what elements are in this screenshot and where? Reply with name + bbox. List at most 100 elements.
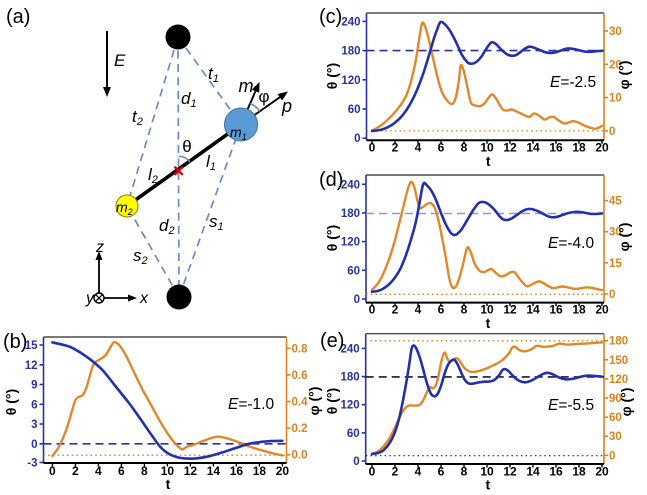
svg-text:E=-5.5: E=-5.5	[548, 397, 594, 414]
svg-text:2: 2	[392, 303, 399, 317]
svg-text:0: 0	[609, 126, 615, 138]
svg-text:12: 12	[184, 464, 198, 478]
svg-text:120: 120	[341, 237, 360, 249]
svg-text:12: 12	[25, 360, 38, 372]
svg-text:18: 18	[572, 465, 586, 479]
svg-text:2: 2	[392, 465, 399, 479]
svg-text:t: t	[486, 153, 491, 169]
svg-text:l2: l2	[148, 165, 158, 186]
svg-text:0: 0	[369, 303, 376, 317]
svg-text:10: 10	[480, 465, 494, 479]
svg-text:φ (°): φ (°)	[616, 223, 632, 252]
svg-text:θ (°): θ (°)	[324, 63, 340, 89]
svg-text:E: E	[114, 51, 126, 70]
svg-text:0.6: 0.6	[292, 370, 308, 382]
svg-text:4: 4	[415, 141, 422, 155]
svg-text:s1: s1	[209, 212, 224, 233]
svg-text:0.8: 0.8	[292, 343, 309, 355]
svg-text:10: 10	[480, 141, 494, 155]
svg-text:90: 90	[609, 393, 622, 405]
svg-text:(c): (c)	[319, 6, 342, 28]
svg-text:0: 0	[369, 465, 376, 479]
svg-text:y: y	[85, 290, 95, 307]
svg-text:4: 4	[95, 464, 102, 478]
svg-text:p: p	[281, 96, 292, 116]
svg-text:60: 60	[347, 265, 360, 277]
svg-text:θ: θ	[182, 137, 191, 156]
svg-text:20: 20	[595, 141, 609, 155]
svg-text:6: 6	[31, 399, 37, 411]
svg-text:45: 45	[609, 196, 622, 208]
svg-text:240: 240	[341, 179, 360, 191]
svg-text:6: 6	[118, 464, 125, 478]
svg-text:30: 30	[609, 26, 622, 38]
svg-text:E=-2.5: E=-2.5	[550, 74, 596, 91]
svg-text:θ (°): θ (°)	[324, 388, 340, 414]
svg-text:t1: t1	[208, 64, 219, 85]
svg-text:z: z	[95, 239, 104, 256]
svg-text:x: x	[139, 290, 149, 307]
svg-text:180: 180	[341, 46, 360, 58]
svg-text:3: 3	[31, 419, 37, 431]
svg-text:2: 2	[392, 141, 399, 155]
svg-text:8: 8	[461, 303, 468, 317]
svg-text:s2: s2	[133, 246, 148, 267]
svg-text:15: 15	[25, 340, 38, 352]
svg-text:φ: φ	[258, 87, 269, 106]
svg-text:20: 20	[276, 464, 290, 478]
svg-text:12: 12	[503, 303, 517, 317]
svg-text:14: 14	[526, 465, 540, 479]
svg-text:E=-1.0: E=-1.0	[228, 396, 274, 413]
svg-text:240: 240	[341, 343, 360, 355]
svg-text:(b): (b)	[3, 331, 27, 353]
svg-text:0.0: 0.0	[292, 450, 308, 462]
svg-text:20: 20	[609, 59, 622, 71]
svg-text:240: 240	[341, 16, 360, 28]
svg-text:0: 0	[609, 289, 615, 301]
svg-text:0: 0	[354, 294, 360, 306]
svg-text:(a): (a)	[6, 6, 30, 28]
svg-text:8: 8	[461, 465, 468, 479]
svg-text:4: 4	[415, 465, 422, 479]
svg-text:t: t	[166, 476, 171, 492]
svg-text:9: 9	[31, 380, 37, 392]
svg-text:d1: d1	[181, 89, 197, 110]
svg-text:60: 60	[348, 104, 361, 116]
svg-text:12: 12	[503, 141, 517, 155]
svg-text:10: 10	[609, 93, 622, 105]
svg-text:-3: -3	[27, 458, 37, 470]
svg-text:12: 12	[503, 465, 517, 479]
svg-text:18: 18	[572, 303, 586, 317]
svg-text:0: 0	[609, 450, 615, 462]
svg-text:0.2: 0.2	[292, 423, 308, 435]
svg-text:20: 20	[595, 303, 609, 317]
svg-text:6: 6	[438, 303, 445, 317]
svg-text:120: 120	[609, 374, 628, 386]
svg-text:16: 16	[549, 303, 563, 317]
svg-text:15: 15	[609, 258, 622, 270]
svg-text:0: 0	[353, 456, 359, 468]
svg-text:φ (°): φ (°)	[306, 387, 322, 416]
svg-text:16: 16	[549, 465, 563, 479]
svg-text:120: 120	[341, 75, 360, 87]
svg-text:t2: t2	[132, 107, 143, 128]
svg-text:l1: l1	[206, 152, 216, 173]
svg-text:0: 0	[49, 464, 56, 478]
svg-text:14: 14	[207, 464, 221, 478]
svg-text:30: 30	[609, 431, 622, 443]
svg-text:150: 150	[609, 355, 628, 367]
svg-text:4: 4	[415, 303, 422, 317]
svg-text:d2: d2	[159, 216, 175, 237]
svg-text:φ (°): φ (°)	[618, 388, 634, 417]
svg-text:0: 0	[369, 141, 376, 155]
svg-text:(d): (d)	[319, 169, 343, 191]
svg-text:14: 14	[526, 141, 540, 155]
svg-text:0: 0	[31, 439, 37, 451]
svg-text:20: 20	[595, 465, 609, 479]
svg-text:t: t	[486, 315, 491, 331]
svg-text:8: 8	[461, 141, 468, 155]
svg-text:t: t	[486, 477, 491, 493]
svg-text:φ (°): φ (°)	[616, 61, 632, 90]
svg-text:10: 10	[161, 464, 175, 478]
svg-text:θ (°): θ (°)	[3, 389, 19, 415]
